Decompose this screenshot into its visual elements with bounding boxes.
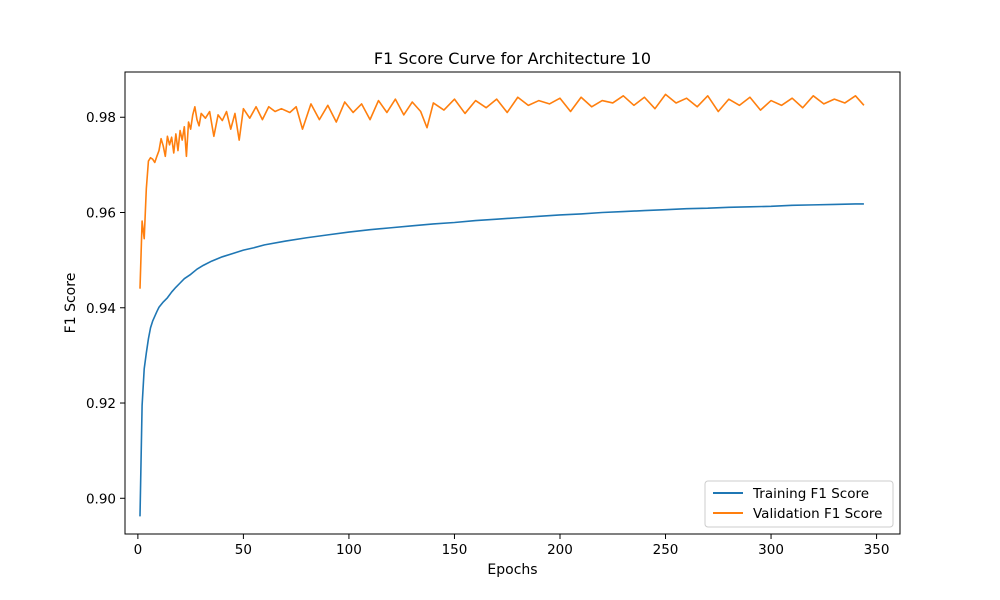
- x-tick-label: 100: [336, 542, 362, 558]
- y-tick-label: 0.98: [86, 110, 116, 126]
- y-tick-label: 0.90: [86, 491, 116, 507]
- legend-label-validation: Validation F1 Score: [753, 506, 882, 522]
- x-tick-label: 50: [235, 542, 252, 558]
- x-tick-label: 250: [653, 542, 679, 558]
- y-tick-label: 0.96: [86, 206, 116, 222]
- y-axis-label: F1 Score: [63, 273, 79, 334]
- x-axis-ticks: 0 50 100 150 200 250 300 350: [134, 534, 890, 558]
- y-tick-label: 0.92: [86, 396, 116, 412]
- legend-label-training: Training F1 Score: [752, 486, 869, 502]
- x-tick-label: 200: [547, 542, 573, 558]
- series-line-training: [139, 203, 864, 517]
- series-line-validation: [139, 93, 865, 289]
- x-tick-label: 300: [758, 542, 784, 558]
- legend-box: [704, 480, 894, 528]
- plot-area: [124, 71, 901, 535]
- chart-title: F1 Score Curve for Architecture 10: [374, 49, 651, 68]
- axes-frame: [124, 71, 901, 535]
- x-axis-label: Epochs: [487, 562, 537, 578]
- series-lines: [139, 93, 865, 517]
- x-tick-label: 150: [442, 542, 468, 558]
- legend: Training F1 Score Validation F1 Score: [704, 480, 894, 528]
- x-tick-label: 350: [864, 542, 890, 558]
- y-tick-label: 0.94: [86, 301, 116, 317]
- x-tick-label: 0: [134, 542, 143, 558]
- y-axis-ticks: 0.90 0.92 0.94 0.96 0.98: [86, 110, 125, 507]
